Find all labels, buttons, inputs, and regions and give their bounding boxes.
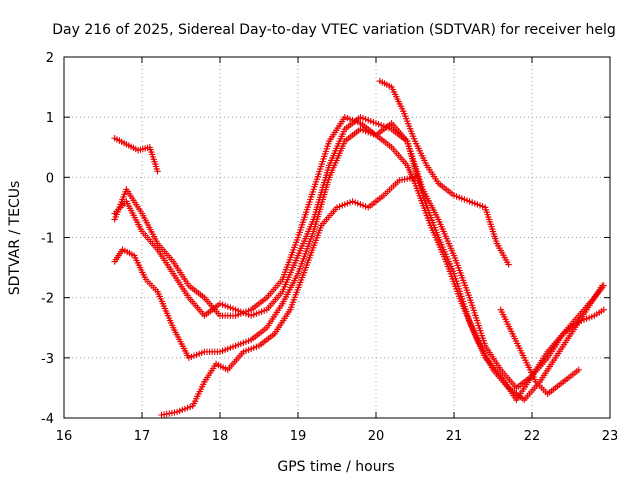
x-tick-label: 18 — [212, 429, 229, 444]
x-tick-label: 19 — [290, 429, 307, 444]
y-tick-label: -3 — [41, 352, 54, 367]
x-axis-title: GPS time / hours — [277, 459, 394, 475]
y-tick-label: 1 — [46, 111, 54, 126]
data-point — [505, 261, 512, 268]
y-tick-label: -2 — [41, 292, 54, 307]
series-trace-4 — [111, 135, 161, 175]
x-tick-label: 16 — [56, 429, 73, 444]
y-tick-label: -4 — [41, 412, 54, 427]
data-series — [111, 77, 607, 419]
y-axis-title: SDTVAR / TECUs — [7, 181, 23, 296]
y-tick-label: 2 — [46, 51, 54, 66]
x-tick-label: 21 — [446, 429, 463, 444]
data-point — [411, 174, 419, 181]
y-tick-label: -1 — [41, 232, 54, 247]
series-trace-1 — [111, 113, 607, 392]
data-point — [575, 366, 582, 374]
x-tick-label: 17 — [134, 429, 151, 444]
series-trace-3 — [111, 113, 606, 404]
grid — [64, 57, 610, 418]
y-tick-label: 0 — [46, 171, 54, 186]
x-tick-label: 23 — [602, 429, 619, 444]
x-tick-labels: 16 17 18 19 20 21 22 23 — [56, 429, 619, 444]
series-trace-5 — [158, 174, 419, 419]
data-point — [154, 168, 161, 175]
x-tick-label: 22 — [524, 429, 541, 444]
x-tick-label: 20 — [368, 429, 385, 444]
data-point — [599, 282, 606, 289]
series-trace-7 — [497, 306, 582, 398]
plot-frame — [63, 56, 611, 419]
y-tick-labels: 2 1 0 -1 -2 -3 -4 — [41, 51, 54, 427]
series-trace-6 — [376, 77, 512, 268]
series-trace-2 — [111, 119, 607, 404]
chart-title: Day 216 of 2025, Sidereal Day-to-day VTE… — [52, 22, 615, 38]
data-point — [600, 306, 607, 313]
